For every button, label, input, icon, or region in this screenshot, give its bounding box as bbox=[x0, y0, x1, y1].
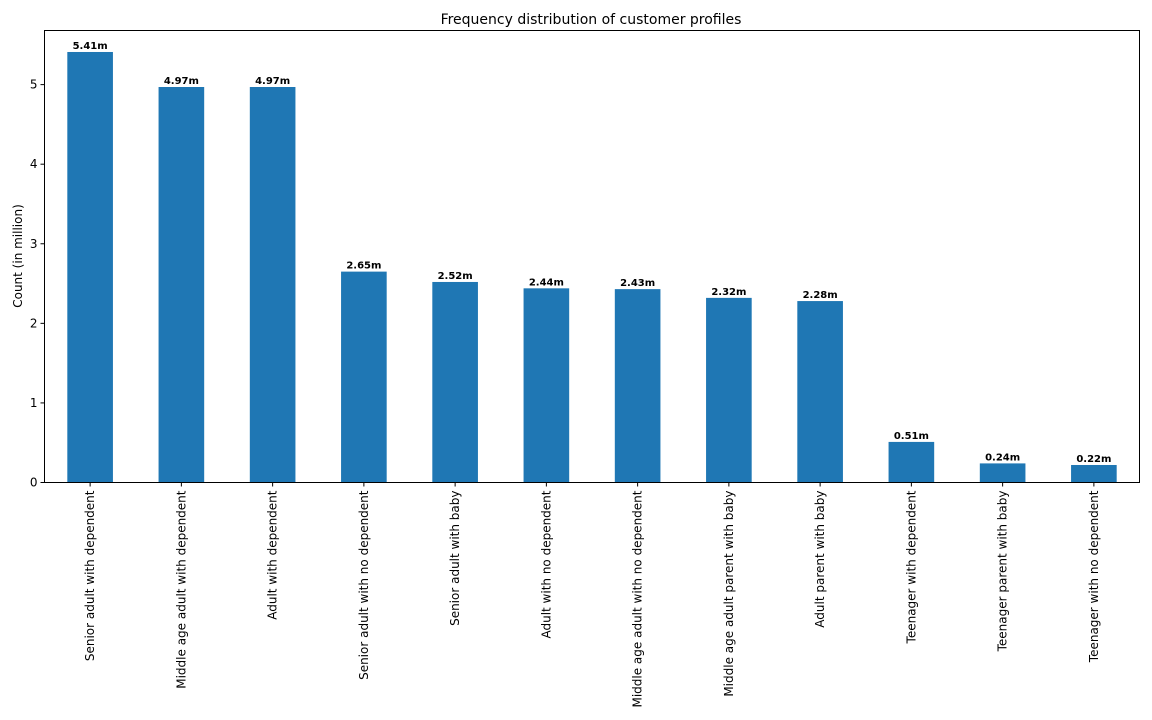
y-tick-label-2: 2 bbox=[30, 316, 38, 330]
data-labels: 5.41m 4.97m 4.97m 2.65m 2.52m 2.44m 2.43m 2.32m… bbox=[73, 41, 1112, 465]
bar-value-label-6: 2.43m bbox=[620, 278, 655, 289]
bar-value-label-2: 4.97m bbox=[255, 76, 290, 87]
chart-title: Frequency distribution of customer profi… bbox=[441, 12, 742, 28]
x-tick-label-5: Adult with no dependent bbox=[539, 490, 553, 638]
x-axis: Senior adult with dependent Middle age ad… bbox=[83, 482, 1101, 708]
bar-3 bbox=[341, 271, 387, 483]
bar-value-label-11: 0.22m bbox=[1076, 454, 1111, 465]
bar-value-label-1: 4.97m bbox=[164, 76, 199, 87]
bar-value-label-5: 2.44m bbox=[529, 277, 564, 288]
bar-9 bbox=[888, 441, 935, 483]
x-tick-label-3: Senior adult with no dependent bbox=[357, 490, 371, 680]
bar-value-label-8: 2.28m bbox=[803, 290, 838, 301]
x-tick-label-0: Senior adult with dependent bbox=[83, 490, 97, 661]
bar-value-label-4: 2.52m bbox=[438, 271, 473, 282]
y-tick-label-1: 1 bbox=[30, 396, 38, 410]
x-tick-label-4: Senior adult with baby bbox=[448, 491, 462, 626]
x-tick-label-10: Teenager parent with baby bbox=[996, 491, 1010, 653]
bar-8 bbox=[797, 301, 843, 483]
bar-5 bbox=[523, 288, 570, 483]
y-tick-label-3: 3 bbox=[30, 237, 38, 251]
bar-7 bbox=[706, 297, 752, 483]
bar-value-label-0: 5.41m bbox=[73, 41, 108, 52]
x-tick-label-11: Teenager with no dependent bbox=[1087, 490, 1101, 663]
bar-1 bbox=[158, 87, 205, 483]
bar-4 bbox=[432, 281, 478, 483]
y-tick-label-4: 4 bbox=[30, 157, 38, 171]
y-tick-label-0: 0 bbox=[30, 476, 38, 490]
bar-0 bbox=[67, 51, 113, 483]
y-axis-label: Count (in million) bbox=[11, 204, 25, 308]
bar-value-label-10: 0.24m bbox=[985, 452, 1020, 463]
bar-value-label-7: 2.32m bbox=[711, 287, 746, 298]
y-axis: 0 1 2 3 4 5 bbox=[30, 78, 45, 490]
bar-value-label-3: 2.65m bbox=[346, 261, 381, 272]
x-tick-label-7: Middle age adult parent with baby bbox=[722, 491, 736, 697]
plot-frame bbox=[44, 30, 1140, 483]
bar-2 bbox=[249, 87, 296, 483]
bar-11 bbox=[1071, 464, 1117, 483]
bar-value-label-9: 0.51m bbox=[894, 431, 929, 442]
x-tick-label-6: Middle age adult with no dependent bbox=[631, 490, 645, 707]
x-tick-label-1: Middle age adult with dependent bbox=[174, 490, 188, 689]
bars bbox=[67, 51, 1117, 483]
bar-6 bbox=[614, 289, 661, 483]
x-tick-label-2: Adult with dependent bbox=[266, 490, 280, 620]
bar-10 bbox=[979, 463, 1026, 483]
y-tick-label-5: 5 bbox=[30, 78, 38, 92]
x-tick-label-9: Teenager with dependent bbox=[904, 490, 918, 644]
x-tick-label-8: Adult parent with baby bbox=[813, 491, 827, 628]
